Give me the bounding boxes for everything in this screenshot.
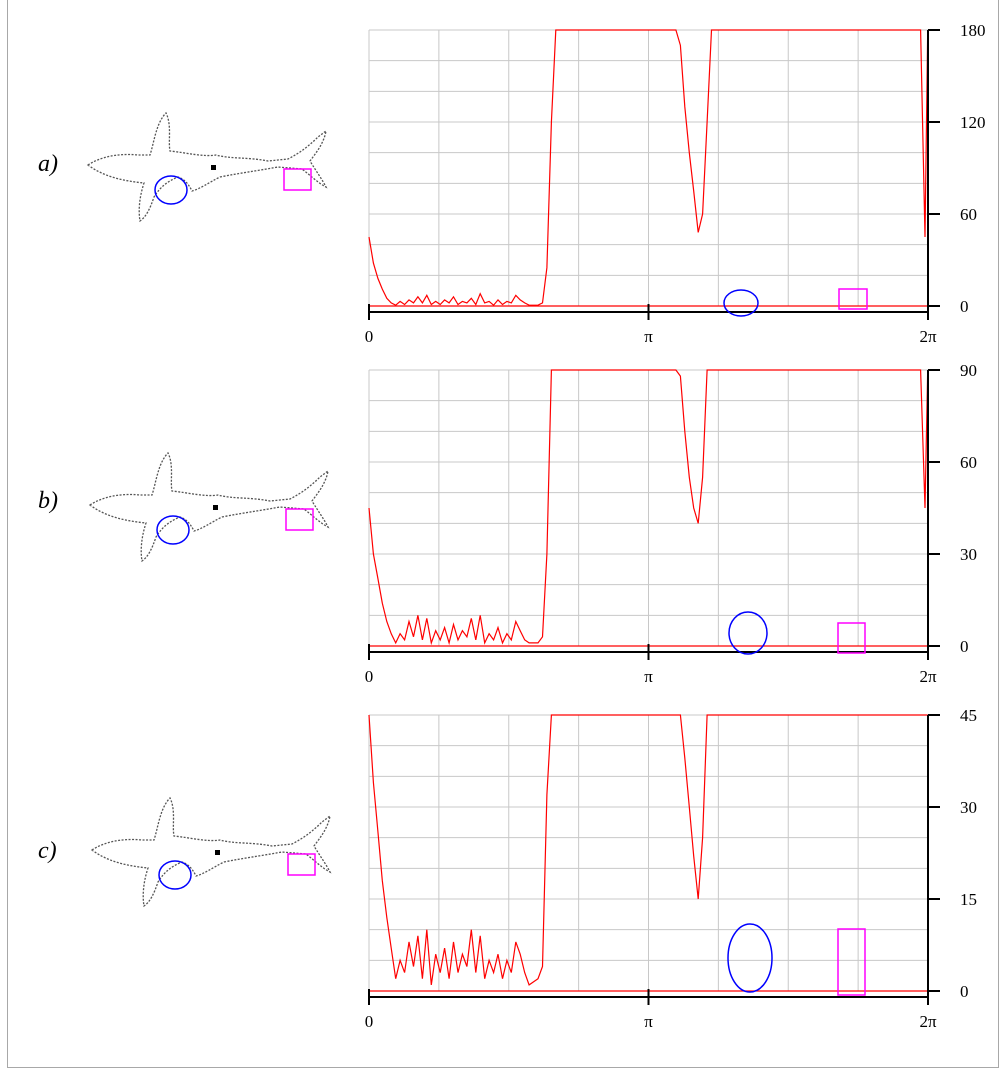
x-tick-label: 0 (365, 1012, 374, 1031)
chart-panel-2: 0 π 2π 0 30 60 90 b) (38, 361, 977, 686)
chart-panel-3: 0 π 2π 0 15 30 45 c) (38, 706, 977, 1031)
blue-ellipse-marker (727, 923, 773, 993)
grid (368, 29, 929, 307)
x-tick-label: π (644, 1012, 653, 1031)
magenta-rect-marker (287, 853, 316, 876)
y-tick-label: 30 (960, 798, 977, 817)
y-tick-label: 60 (960, 453, 977, 472)
shark-outline (86, 111, 328, 223)
y-tick-label: 90 (960, 361, 977, 380)
y-tick-label: 30 (960, 545, 977, 564)
x-tick-label: π (644, 327, 653, 346)
data-curve (368, 714, 928, 986)
chart-panel-1: 0 π 2π 0 60 120 180 a) (38, 21, 986, 346)
shark-outline (88, 451, 330, 563)
grid (368, 369, 929, 647)
blue-ellipse-marker (723, 289, 759, 317)
x-tick-label: π (644, 667, 653, 686)
shark-outline (90, 796, 332, 908)
y-tick-label: 15 (960, 890, 977, 909)
blue-ellipse-marker (156, 515, 190, 545)
data-curve (368, 369, 929, 646)
y-tick-label: 45 (960, 706, 977, 725)
y-tick-label: 60 (960, 205, 977, 224)
shark-outline-thumbnail (86, 111, 328, 223)
panel-label: a) (38, 151, 58, 177)
magenta-rect-marker (285, 508, 314, 531)
panel-label: c) (38, 838, 57, 864)
y-tick-label: 0 (960, 637, 969, 656)
centroid-dot (213, 505, 218, 510)
centroid-dot (211, 165, 216, 170)
x-tick-label: 2π (919, 327, 937, 346)
data-curve (368, 29, 929, 307)
y-tick-label: 120 (960, 113, 986, 132)
y-tick-label: 180 (960, 21, 986, 40)
y-tick-label: 0 (960, 297, 969, 316)
shark-outline-thumbnail (90, 796, 332, 908)
figure-frame (7, 0, 999, 1068)
centroid-dot (215, 850, 220, 855)
magenta-rect-marker (838, 288, 868, 310)
blue-ellipse-marker (158, 860, 192, 890)
blue-ellipse-marker (728, 611, 768, 655)
shark-outline-thumbnail (88, 451, 330, 563)
y-tick-label: 0 (960, 982, 969, 1001)
magenta-rect-marker (837, 622, 866, 654)
x-tick-label: 0 (365, 667, 374, 686)
x-tick-label: 2π (919, 667, 937, 686)
magenta-rect-marker (837, 928, 866, 996)
blue-ellipse-marker (154, 175, 188, 205)
magenta-rect-marker (283, 168, 312, 191)
x-tick-label: 2π (919, 1012, 937, 1031)
x-tick-label: 0 (365, 327, 374, 346)
panel-label: b) (38, 488, 58, 514)
